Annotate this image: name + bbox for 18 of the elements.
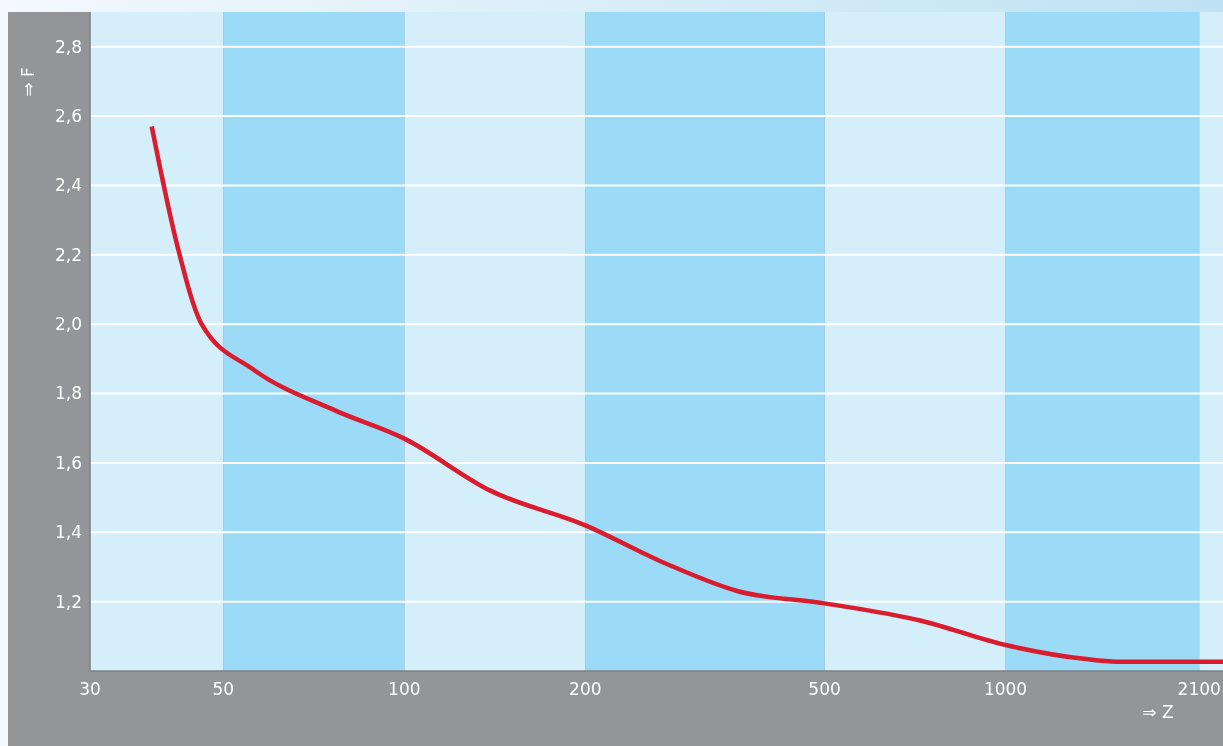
y-tick-label: 1,4 bbox=[54, 522, 82, 543]
x-tick-label: 50 bbox=[212, 679, 235, 699]
y-tick-label: 2,8 bbox=[54, 36, 82, 57]
x-tick-label: 2100 bbox=[1177, 679, 1221, 699]
y-tick-label: 1,2 bbox=[54, 591, 82, 612]
y-tick-label: 1,8 bbox=[54, 383, 82, 404]
y-tick-label: 1,6 bbox=[54, 452, 82, 473]
x-tick-label: 200 bbox=[569, 679, 602, 699]
y-tick-label: 2,4 bbox=[54, 175, 82, 196]
x-axis-title: ⇒ Z bbox=[1142, 702, 1174, 722]
y-tick-label: 2,6 bbox=[54, 106, 82, 126]
x-tick-label: 500 bbox=[808, 679, 841, 699]
x-tick-label: 30 bbox=[79, 679, 101, 699]
y-axis-title: ⇒ F bbox=[18, 67, 38, 97]
y-tick-label: 2,2 bbox=[54, 244, 82, 265]
x-tick-label: 100 bbox=[388, 679, 421, 699]
y-tick-label: 2,0 bbox=[54, 314, 82, 335]
x-tick-label: 1000 bbox=[983, 679, 1028, 699]
